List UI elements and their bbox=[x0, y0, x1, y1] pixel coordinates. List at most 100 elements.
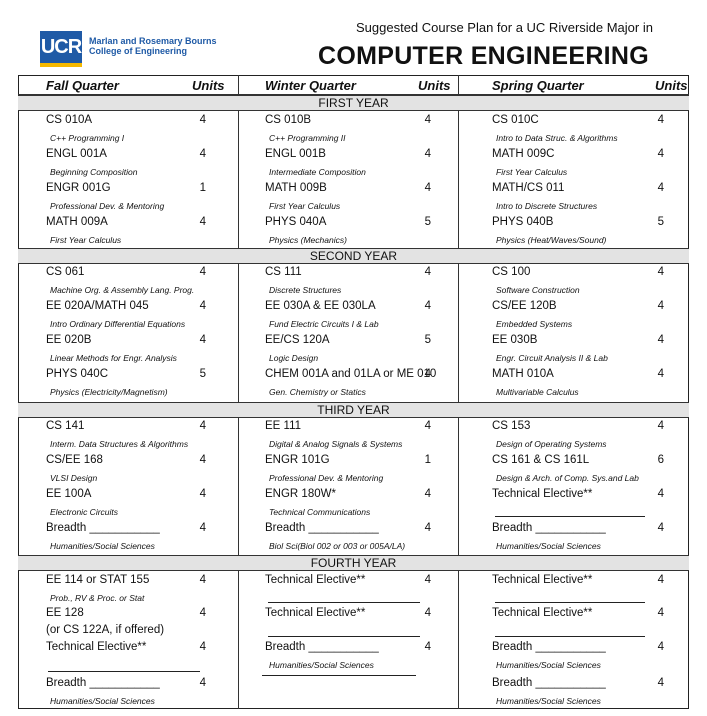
page-subtitle: Suggested Course Plan for a UC Riverside… bbox=[356, 20, 653, 35]
elective-blank-line bbox=[268, 602, 420, 603]
course-units: 4 bbox=[199, 114, 206, 126]
course-units: 4 bbox=[424, 607, 431, 619]
course-description: Intro to Data Struc. & Algorithms bbox=[496, 133, 618, 143]
column-divider bbox=[458, 75, 459, 709]
course-description: Humanities/Social Sciences bbox=[50, 696, 155, 706]
course-description: Intro Ordinary Differential Equations bbox=[50, 319, 186, 329]
year-band-fourth: FOURTH YEAR bbox=[18, 555, 689, 571]
course-units: 4 bbox=[199, 522, 206, 534]
elective-blank-line bbox=[495, 602, 645, 603]
col-spring-units: Units bbox=[655, 78, 688, 93]
year-band-third: THIRD YEAR bbox=[18, 402, 689, 418]
course-name: ENGR 001G bbox=[46, 182, 111, 194]
course-name: Technical Elective** bbox=[46, 641, 147, 653]
course-name: CS 111 bbox=[265, 266, 302, 278]
course-description: Professional Dev. & Mentoring bbox=[269, 473, 384, 483]
course-description: Logic Design bbox=[269, 353, 319, 363]
course-units: 4 bbox=[657, 641, 664, 653]
course-name: EE 111 bbox=[265, 420, 302, 432]
col-spring: Spring Quarter bbox=[492, 78, 584, 93]
course-name: Breadth ___________ bbox=[46, 522, 160, 534]
course-units: 4 bbox=[657, 114, 664, 126]
course-name: EE 030B bbox=[492, 334, 538, 346]
course-units: 4 bbox=[424, 300, 431, 312]
course-name: Technical Elective** bbox=[492, 574, 593, 586]
course-units: 4 bbox=[424, 641, 431, 653]
course-description: Physics (Mechanics) bbox=[269, 235, 347, 245]
column-end-line bbox=[262, 675, 416, 676]
course-units: 1 bbox=[199, 182, 206, 194]
course-name: EE 020A/MATH 045 bbox=[46, 300, 149, 312]
course-units: 4 bbox=[199, 266, 206, 278]
course-description: Discrete Structures bbox=[269, 285, 342, 295]
course-name: CS 100 bbox=[492, 266, 531, 278]
header-divider bbox=[18, 94, 689, 95]
college-name: Marlan and Rosemary Bourns College of Eng… bbox=[89, 36, 217, 56]
course-name: CS 141 bbox=[46, 420, 85, 432]
course-description: Technical Communications bbox=[269, 507, 371, 517]
course-description: Physics (Electricity/Magnetism) bbox=[50, 387, 168, 397]
course-name: MATH 010A bbox=[492, 368, 554, 380]
course-name: EE 100A bbox=[46, 488, 92, 500]
course-units: 4 bbox=[657, 266, 664, 278]
col-winter: Winter Quarter bbox=[265, 78, 356, 93]
course-description: First Year Calculus bbox=[269, 201, 341, 211]
course-name: Breadth ___________ bbox=[265, 522, 379, 534]
course-name: MATH 009C bbox=[492, 148, 555, 160]
course-description: C++ Programming II bbox=[269, 133, 346, 143]
course-name: CS 010C bbox=[492, 114, 539, 126]
course-units: 1 bbox=[424, 454, 431, 466]
course-description: Intro to Discrete Structures bbox=[496, 201, 598, 211]
course-units: 4 bbox=[424, 148, 431, 160]
course-name: CS 010B bbox=[265, 114, 312, 126]
course-name: Breadth ___________ bbox=[46, 677, 160, 689]
course-units: 4 bbox=[657, 522, 664, 534]
course-units: 4 bbox=[657, 488, 664, 500]
course-units: 4 bbox=[199, 334, 206, 346]
course-units: 4 bbox=[199, 454, 206, 466]
course-description: Gen. Chemistry or Statics bbox=[269, 387, 366, 397]
course-units: 4 bbox=[424, 574, 431, 586]
course-units: 4 bbox=[424, 182, 431, 194]
col-fall: Fall Quarter bbox=[46, 78, 119, 93]
course-units: 6 bbox=[657, 454, 664, 466]
course-description: Interm. Data Structures & Algorithms bbox=[50, 439, 189, 449]
course-description: VLSI Design bbox=[50, 473, 98, 483]
course-name: (or CS 122A, if offered) bbox=[46, 624, 165, 636]
course-units: 4 bbox=[199, 677, 206, 689]
course-plan-table bbox=[18, 75, 689, 709]
course-units: 4 bbox=[657, 334, 664, 346]
course-name: ENGL 001A bbox=[46, 148, 107, 160]
course-description: Humanities/Social Sciences bbox=[269, 660, 374, 670]
course-units: 4 bbox=[424, 114, 431, 126]
course-name: Technical Elective** bbox=[265, 574, 366, 586]
course-units: 5 bbox=[424, 216, 431, 228]
course-name: EE 128 bbox=[46, 607, 84, 619]
col-winter-units: Units bbox=[418, 78, 451, 93]
course-units: 4 bbox=[657, 574, 664, 586]
elective-blank-line bbox=[495, 516, 645, 517]
course-description: Multivariable Calculus bbox=[496, 387, 579, 397]
course-description: Design & Arch. of Comp. Sys.and Lab bbox=[496, 473, 639, 483]
course-units: 4 bbox=[199, 641, 206, 653]
year-band-first: FIRST YEAR bbox=[18, 95, 689, 111]
course-units: 4 bbox=[657, 677, 664, 689]
column-divider bbox=[238, 75, 239, 709]
course-units: 4 bbox=[657, 148, 664, 160]
course-name: PHYS 040B bbox=[492, 216, 554, 228]
course-units: 4 bbox=[424, 420, 431, 432]
course-units: 4 bbox=[199, 300, 206, 312]
course-units: 4 bbox=[424, 266, 431, 278]
course-units: 4 bbox=[424, 368, 431, 380]
year-band-second: SECOND YEAR bbox=[18, 248, 689, 264]
course-units: 4 bbox=[424, 488, 431, 500]
course-name: MATH 009B bbox=[265, 182, 327, 194]
course-name: EE 020B bbox=[46, 334, 92, 346]
course-name: Breadth ___________ bbox=[492, 677, 606, 689]
course-name: CS/EE 120B bbox=[492, 300, 557, 312]
course-description: Humanities/Social Sciences bbox=[496, 541, 601, 551]
elective-blank-line bbox=[268, 636, 420, 637]
course-name: MATH 009A bbox=[46, 216, 108, 228]
course-units: 4 bbox=[424, 522, 431, 534]
course-name: Breadth ___________ bbox=[492, 522, 606, 534]
